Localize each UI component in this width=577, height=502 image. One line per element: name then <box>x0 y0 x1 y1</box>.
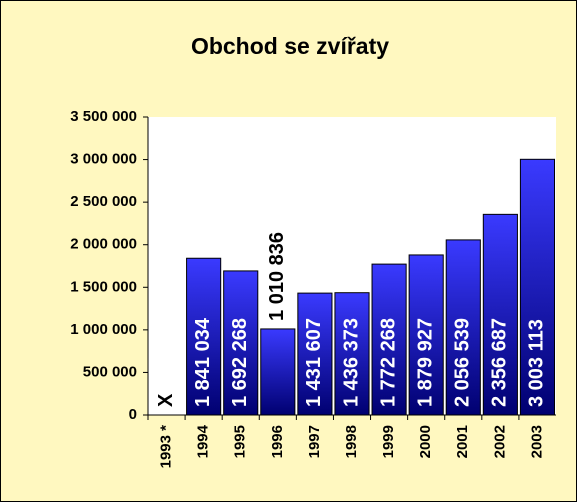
x-tick-label: 1995 <box>232 425 249 458</box>
bar <box>260 328 296 416</box>
x-tick-label: 1993 * <box>158 425 175 469</box>
bar <box>334 292 370 416</box>
bar <box>445 239 481 416</box>
x-tick-label: 1997 <box>306 425 323 458</box>
value-label: 1 436 373 <box>340 318 362 407</box>
value-label: 2 056 539 <box>452 318 474 407</box>
value-label: 1 841 034 <box>192 317 214 407</box>
value-label: 1 010 836 <box>266 232 288 321</box>
x-tick-label: 1996 <box>269 425 286 458</box>
bar <box>482 213 518 416</box>
y-tick-label: 1 500 000 <box>70 278 137 295</box>
x-tick-label: 2002 <box>491 425 508 458</box>
value-label: X <box>155 393 177 407</box>
y-tick-label: 0 <box>129 406 137 423</box>
bar <box>297 292 333 416</box>
bar <box>186 257 222 416</box>
y-tick-label: 500 000 <box>83 363 137 380</box>
x-tick-label: 2001 <box>454 425 471 458</box>
chart-title: Obchod se zvířaty <box>191 33 389 59</box>
x-tick-label: 2000 <box>417 425 434 458</box>
y-tick-label: 3 000 000 <box>70 151 137 168</box>
value-label: 1 879 927 <box>414 318 436 407</box>
bar <box>223 270 259 416</box>
value-label: 1 772 268 <box>377 318 399 407</box>
y-tick-label: 3 500 000 <box>70 108 137 125</box>
y-tick-label: 1 000 000 <box>70 321 137 338</box>
x-tick-label: 1999 <box>380 425 397 458</box>
y-tick-label: 2 500 000 <box>70 193 137 210</box>
value-label: 2 356 687 <box>489 318 511 407</box>
x-tick-label: 2003 <box>528 425 545 458</box>
bar <box>371 263 407 416</box>
y-tick-label: 2 000 000 <box>70 236 137 253</box>
bar <box>519 158 556 416</box>
value-label: 1 431 607 <box>303 318 325 407</box>
bar <box>408 254 444 416</box>
value-label: 1 692 268 <box>229 318 251 407</box>
value-label: 3 003 113 <box>526 319 548 407</box>
x-tick-label: 1998 <box>343 425 360 458</box>
x-tick-label: 1994 <box>195 424 212 458</box>
